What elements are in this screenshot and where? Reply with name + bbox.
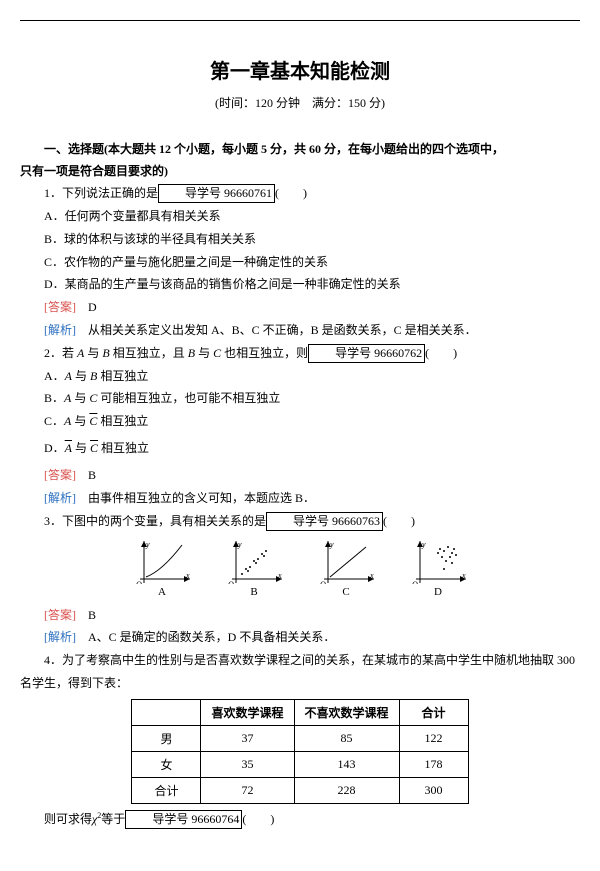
q2-t3: 也相互独立，则 <box>221 346 308 360</box>
answer-value: D <box>76 300 97 314</box>
q4-paren: ( ) <box>242 812 274 826</box>
q4-tail-b: 等于 <box>101 812 125 826</box>
q3-paren: ( ) <box>383 514 415 528</box>
q1-explain: [解析] 从相关关系定义出发知 A、B、C 不正确，B 是函数关系，C 是相关关… <box>20 319 580 342</box>
page-subtitle: (时间：120 分钟 满分：150 分) <box>20 94 580 111</box>
charts-row: x y O A x y O B <box>20 539 580 598</box>
svg-text:y: y <box>421 540 426 549</box>
q2-explain: [解析] 由事件相互独立的含义可知，本题应选 B． <box>20 487 580 510</box>
th: 合计 <box>399 699 468 725</box>
answer-value: B <box>76 468 96 482</box>
top-rule <box>20 20 580 21</box>
answer-label: [答案] <box>44 300 76 314</box>
svg-text:y: y <box>329 540 334 549</box>
page-title: 第一章基本知能检测 <box>20 55 580 84</box>
q4-tail-a: 则可求得 <box>44 812 92 826</box>
q1-opt-a: A．任何两个变量都具有相关关系 <box>20 205 580 228</box>
answer-label: [答案] <box>44 608 76 622</box>
svg-text:O: O <box>412 580 418 584</box>
th: 不喜欢数学课程 <box>294 699 399 725</box>
q4-stem: 4．为了考察高中生的性别与是否喜欢数学课程之间的关系，在某城市的某高中学生中随机… <box>20 649 580 695</box>
ref-box-4: 导学号 96660764 <box>125 810 242 829</box>
q2-t2: 相互独立，且 <box>110 346 188 360</box>
q2-answer: [答案] B <box>20 464 580 487</box>
table-row: 男 37 85 122 <box>132 725 468 751</box>
q2-f3: B <box>188 346 195 360</box>
q1-opt-b: B．球的体积与该球的半径具有相关关系 <box>20 228 580 251</box>
section-header-line2: 只有一项是符合题目要求的) <box>20 161 580 183</box>
chart-a: x y O A <box>131 539 193 598</box>
svg-text:y: y <box>145 540 150 549</box>
table-row: 女 35 143 178 <box>132 751 468 777</box>
q1-opt-c: C．农作物的产量与施化肥量之间是一种确定性的关系 <box>20 251 580 274</box>
section-header: 一、选择题(本大题共 12 个小题，每小题 5 分，共 60 分，在每小题给出的… <box>20 139 580 161</box>
explain-label: [解析] <box>44 630 76 644</box>
chart-a-label: A <box>131 586 193 598</box>
chart-b-label: B <box>223 586 285 598</box>
explain-label: [解析] <box>44 491 76 505</box>
table-row: 喜欢数学课程 不喜欢数学课程 合计 <box>132 699 468 725</box>
q3-answer: [答案] B <box>20 604 580 627</box>
chart-a-svg: x y O <box>132 539 192 584</box>
q2-opt-c: C．A 与 C 相互独立 <box>20 410 580 433</box>
svg-text:y: y <box>237 540 242 549</box>
q1-opt-d: D．某商品的生产量与该商品的销售价格之间是一种非确定性的关系 <box>20 273 580 296</box>
q3-text: 3．下图中的两个变量，具有相关关系的是 <box>44 514 266 528</box>
q2-t1: 2．若 <box>44 346 77 360</box>
chart-d-svg: x y O <box>408 539 468 584</box>
q1-stem: 1．下列说法正确的是导学号 96660761( ) <box>20 182 580 205</box>
q3-stem: 3．下图中的两个变量，具有相关关系的是导学号 96660763( ) <box>20 510 580 533</box>
data-table: 喜欢数学课程 不喜欢数学课程 合计 男 37 85 122 女 35 143 1… <box>131 699 468 804</box>
chart-c-label: C <box>315 586 377 598</box>
svg-text:x: x <box>461 571 466 580</box>
explain-text: 由事件相互独立的含义可知，本题应选 B． <box>76 491 315 505</box>
explain-text: A、C 是确定的函数关系，D 不具备相关关系． <box>76 630 335 644</box>
chart-d: x y O D <box>407 539 469 598</box>
ref-box-2: 导学号 96660762 <box>308 344 425 363</box>
q2-opt-d: D．A 与 C 相互独立 <box>20 433 580 464</box>
svg-text:O: O <box>136 580 142 584</box>
svg-text:O: O <box>228 580 234 584</box>
svg-text:O: O <box>320 580 326 584</box>
q3-explain: [解析] A、C 是确定的函数关系，D 不具备相关关系． <box>20 626 580 649</box>
chart-b-svg: x y O <box>224 539 284 584</box>
q2-f2: B <box>102 346 109 360</box>
q1-paren: ( ) <box>275 186 307 200</box>
th <box>132 699 201 725</box>
table-row: 合计 72 228 300 <box>132 777 468 803</box>
q1-text: 1．下列说法正确的是 <box>44 186 158 200</box>
q2-stem: 2．若 A 与 B 相互独立，且 B 与 C 也相互独立，则导学号 966607… <box>20 342 580 365</box>
svg-text:x: x <box>369 571 374 580</box>
q2-paren: ( ) <box>425 346 457 360</box>
q1-answer: [答案] D <box>20 296 580 319</box>
svg-text:x: x <box>277 571 282 580</box>
ref-box-3: 导学号 96660763 <box>266 512 383 531</box>
q2-opt-a: A．A 与 B 相互独立 <box>20 365 580 388</box>
explain-label: [解析] <box>44 323 76 337</box>
q2-f4: C <box>213 346 221 360</box>
answer-label: [答案] <box>44 468 76 482</box>
ref-box-1: 导学号 96660761 <box>158 184 275 203</box>
chart-d-label: D <box>407 586 469 598</box>
q2-opt-b: B．A 与 C 可能相互独立，也可能不相互独立 <box>20 387 580 410</box>
explain-text: 从相关关系定义出发知 A、B、C 不正确，B 是函数关系，C 是相关关系． <box>76 323 477 337</box>
chart-c: x y O C <box>315 539 377 598</box>
chart-b: x y O B <box>223 539 285 598</box>
svg-text:x: x <box>185 571 190 580</box>
q2-f1: A <box>77 346 84 360</box>
chart-c-svg: x y O <box>316 539 376 584</box>
th: 喜欢数学课程 <box>201 699 294 725</box>
q4-tail: 则可求得χ2等于导学号 96660764( ) <box>20 808 580 831</box>
answer-value: B <box>76 608 96 622</box>
